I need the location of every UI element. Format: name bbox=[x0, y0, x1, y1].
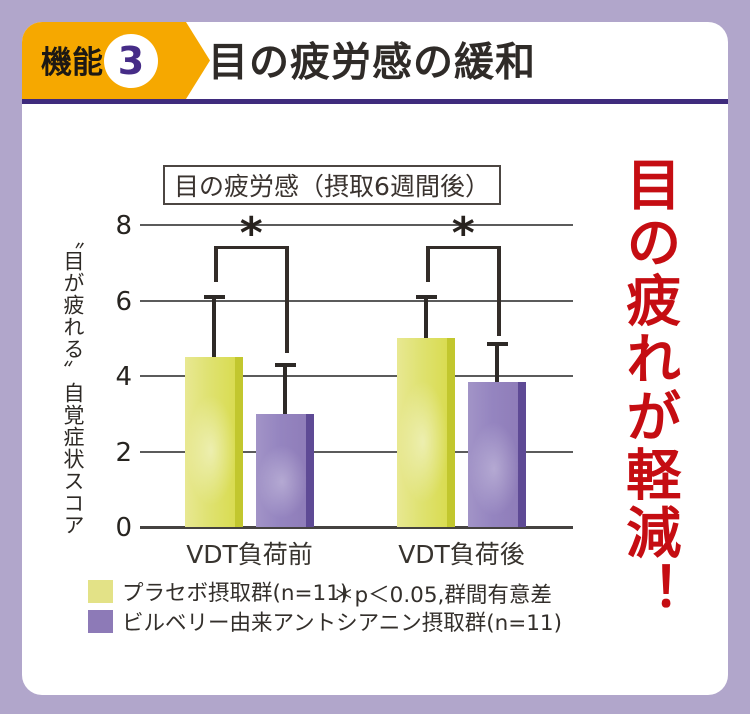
chart-title-box: 目の疲労感（摂取6週間後） bbox=[163, 165, 501, 205]
sig-bracket-left-leg bbox=[426, 245, 430, 282]
legend-label-bilberry: ビルベリー由来アントシアニン摂取群(n=11) bbox=[122, 611, 562, 636]
bar-placebo-before bbox=[185, 357, 243, 527]
error-bar-cap bbox=[203, 295, 225, 299]
legend-label-placebo: プラセボ摂取群(n=11) bbox=[122, 581, 349, 606]
error-bar-line bbox=[283, 364, 287, 414]
error-bar-cap bbox=[415, 295, 437, 299]
gridline bbox=[140, 375, 573, 377]
error-bar-cap bbox=[274, 363, 296, 367]
error-bar-cap bbox=[486, 342, 508, 346]
error-bar-line bbox=[212, 296, 216, 358]
significance-note: ＊p＜0.05,群間有意差 bbox=[333, 583, 552, 608]
badge-number-circle: 3 bbox=[104, 33, 158, 88]
legend-item-placebo: プラセボ摂取群(n=11) bbox=[88, 576, 348, 607]
gridline bbox=[140, 299, 573, 302]
content-card: 機能 3 目の疲労感の緩和 目の疲労感（摂取6週間後） 〝目が疲れる〟自覚症状ス… bbox=[22, 22, 728, 695]
x-axis-label-before: VDT負荷前 bbox=[186, 540, 313, 569]
y-tick-label: 0 bbox=[115, 513, 132, 543]
y-tick-label: 4 bbox=[115, 362, 132, 392]
x-axis-label-after: VDT負荷後 bbox=[398, 540, 525, 569]
side-message: 目の疲れが軽減！ bbox=[616, 156, 681, 620]
error-bar-line bbox=[495, 343, 499, 382]
sig-asterisk: * bbox=[239, 207, 263, 259]
plot-area: 0 2 4 6 8 * * VDT負荷前 VDT負荷後 bbox=[115, 211, 573, 569]
legend-swatch-bilberry bbox=[88, 610, 113, 633]
error-bar-line bbox=[424, 296, 428, 339]
chart-title: 目の疲労感（摂取6週間後） bbox=[174, 172, 490, 201]
bar-bilberry-before bbox=[256, 413, 314, 527]
sig-bracket-top bbox=[426, 245, 501, 250]
header-divider bbox=[22, 99, 728, 104]
function-badge: 機能 3 bbox=[22, 22, 210, 99]
header: 機能 3 目の疲労感の緩和 bbox=[22, 22, 728, 104]
sig-asterisk: * bbox=[451, 207, 475, 259]
gridline bbox=[140, 224, 573, 226]
y-axis-label: 〝目が疲れる〟自覚症状スコア bbox=[61, 228, 85, 536]
bar-bilberry-after bbox=[468, 381, 526, 527]
badge-label: 機能 bbox=[41, 44, 103, 81]
badge-number: 3 bbox=[117, 38, 145, 83]
legend-item-bilberry: ビルベリー由来アントシアニン摂取群(n=11) bbox=[88, 606, 562, 637]
y-tick-label: 2 bbox=[115, 437, 132, 468]
sig-bracket-right-leg bbox=[497, 245, 501, 337]
sig-bracket-right-leg bbox=[285, 245, 289, 354]
bar-placebo-after bbox=[397, 338, 455, 527]
y-tick-label: 6 bbox=[115, 286, 132, 317]
legend-swatch-placebo bbox=[88, 580, 113, 603]
gridline bbox=[140, 450, 573, 453]
page-title: 目の疲労感の緩和 bbox=[208, 39, 536, 86]
sig-bracket-top bbox=[214, 245, 289, 250]
y-tick-label: 8 bbox=[115, 211, 132, 241]
x-axis-line bbox=[140, 526, 573, 529]
sig-bracket-left-leg bbox=[214, 245, 218, 282]
